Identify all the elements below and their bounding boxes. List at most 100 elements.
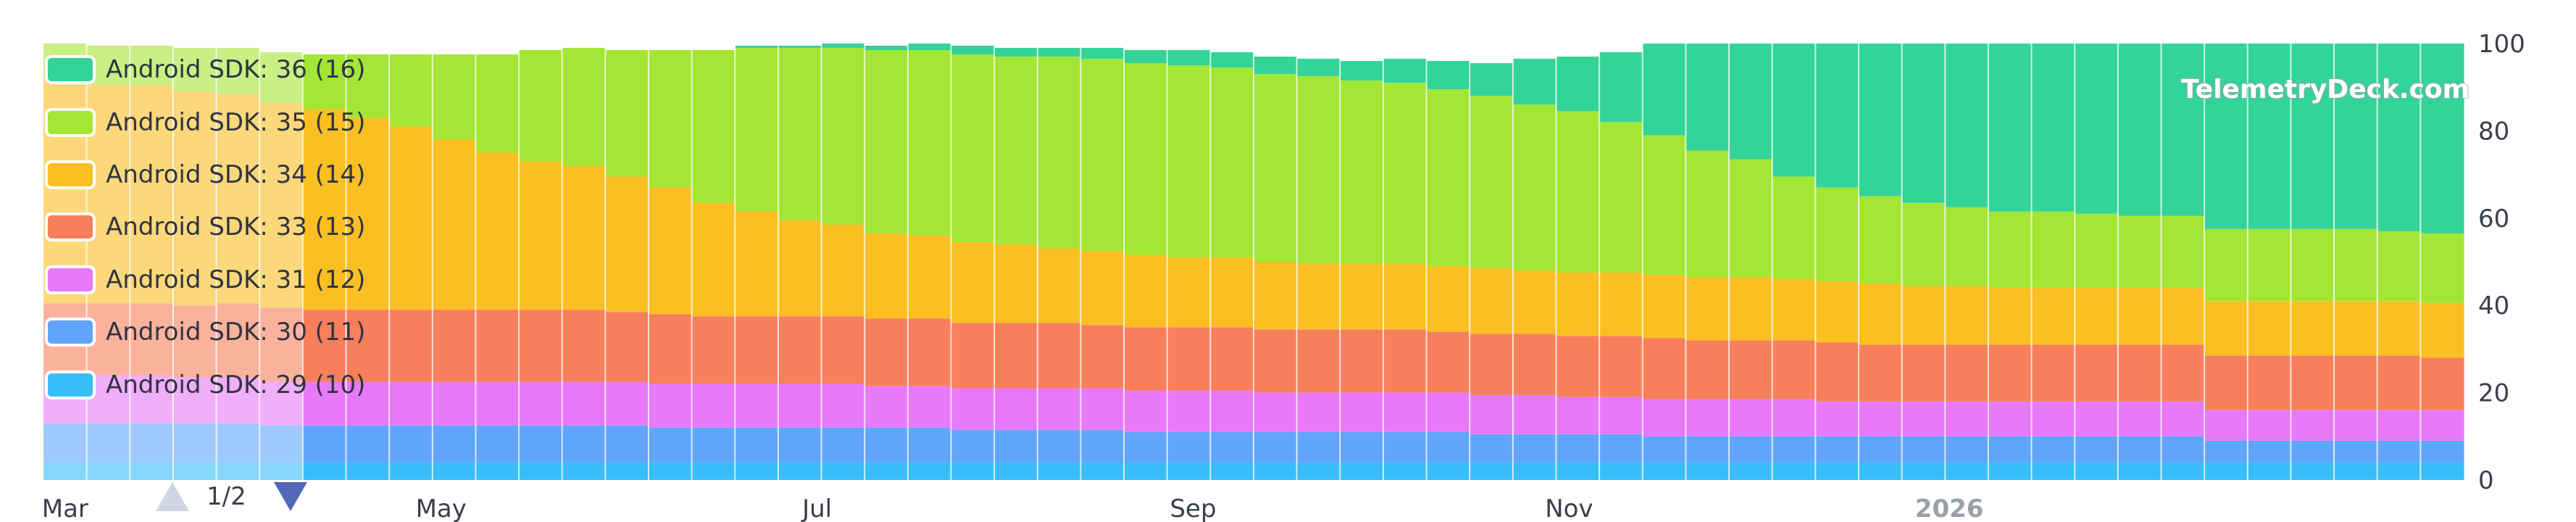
area-segment-series-3-week-44[interactable]	[1945, 344, 1989, 402]
area-segment-series-1-week-9[interactable]	[432, 425, 477, 463]
area-segment-series-6-week-35[interactable]	[1556, 57, 1600, 112]
area-segment-series-5-week-5[interactable]	[259, 52, 304, 103]
area-segment-series-5-week-2[interactable]	[130, 46, 174, 86]
area-segment-series-3-week-13[interactable]	[605, 312, 649, 382]
area-segment-series-4-week-30[interactable]	[1340, 264, 1384, 330]
area-segment-series-3-week-48[interactable]	[2117, 344, 2162, 402]
area-segment-series-2-week-13[interactable]	[605, 381, 649, 426]
area-segment-series-3-week-5[interactable]	[259, 307, 304, 382]
area-segment-series-6-week-31[interactable]	[1383, 59, 1427, 83]
area-segment-series-5-week-18[interactable]	[821, 48, 865, 225]
area-segment-series-0-week-22[interactable]	[994, 462, 1038, 480]
area-segment-series-6-week-19[interactable]	[864, 46, 909, 51]
area-segment-series-4-week-44[interactable]	[1945, 286, 1989, 345]
area-segment-series-5-week-42[interactable]	[1859, 196, 1903, 284]
area-segment-series-3-week-51[interactable]	[2247, 355, 2292, 410]
area-segment-series-4-week-53[interactable]	[2334, 301, 2378, 356]
area-segment-series-4-week-11[interactable]	[519, 161, 563, 310]
area-segment-series-2-week-44[interactable]	[1945, 401, 1989, 436]
area-segment-series-6-week-40[interactable]	[1772, 44, 1816, 177]
area-segment-series-6-week-37[interactable]	[1642, 44, 1687, 136]
area-segment-series-6-week-52[interactable]	[2291, 44, 2335, 229]
area-segment-series-4-week-36[interactable]	[1599, 273, 1643, 336]
area-segment-series-3-week-6[interactable]	[302, 310, 347, 382]
area-segment-series-0-week-8[interactable]	[389, 462, 433, 480]
area-segment-series-1-week-34[interactable]	[1512, 434, 1557, 463]
area-segment-series-5-week-22[interactable]	[994, 57, 1038, 244]
area-segment-series-0-week-16[interactable]	[735, 462, 779, 480]
area-segment-series-3-week-16[interactable]	[735, 316, 779, 384]
area-segment-series-6-week-18[interactable]	[821, 44, 865, 49]
area-segment-series-1-week-25[interactable]	[1124, 431, 1168, 463]
area-segment-series-5-week-54[interactable]	[2377, 231, 2421, 302]
area-segment-series-2-week-35[interactable]	[1556, 397, 1600, 434]
area-segment-series-4-week-23[interactable]	[1037, 248, 1082, 323]
area-segment-series-4-week-35[interactable]	[1556, 273, 1600, 336]
area-segment-series-0-week-24[interactable]	[1080, 462, 1125, 480]
area-segment-series-2-week-39[interactable]	[1729, 399, 1773, 436]
area-segment-series-5-week-47[interactable]	[2075, 213, 2119, 289]
area-segment-series-2-week-21[interactable]	[951, 388, 995, 430]
area-segment-series-3-week-24[interactable]	[1080, 325, 1125, 389]
area-segment-series-0-week-2[interactable]	[130, 462, 174, 480]
area-segment-series-4-week-13[interactable]	[605, 176, 649, 312]
area-segment-series-5-week-51[interactable]	[2247, 228, 2292, 302]
area-segment-series-5-week-24[interactable]	[1080, 59, 1125, 251]
area-segment-series-0-week-19[interactable]	[864, 462, 909, 480]
area-segment-series-0-week-10[interactable]	[475, 462, 520, 480]
area-segment-series-3-week-33[interactable]	[1470, 334, 1514, 395]
pager-next-arrow-icon[interactable]	[273, 482, 307, 511]
area-segment-series-1-week-48[interactable]	[2117, 436, 2162, 463]
area-segment-series-4-week-20[interactable]	[907, 235, 952, 319]
area-segment-series-5-week-36[interactable]	[1599, 122, 1643, 273]
area-segment-series-0-week-37[interactable]	[1642, 462, 1687, 480]
area-segment-series-1-week-50[interactable]	[2204, 440, 2248, 463]
legend-item[interactable]: Android SDK: 29 (10)	[45, 358, 429, 410]
area-segment-series-2-week-43[interactable]	[1901, 401, 1946, 436]
area-segment-series-3-week-55[interactable]	[2420, 357, 2464, 410]
area-segment-series-1-week-45[interactable]	[1988, 436, 2033, 463]
area-segment-series-3-week-15[interactable]	[691, 316, 735, 384]
area-segment-series-3-week-14[interactable]	[649, 314, 693, 384]
area-segment-series-1-week-0[interactable]	[43, 423, 88, 463]
area-segment-series-5-week-19[interactable]	[864, 50, 909, 233]
area-segment-series-3-week-26[interactable]	[1167, 327, 1211, 391]
area-segment-series-0-week-32[interactable]	[1426, 462, 1470, 480]
area-segment-series-6-week-41[interactable]	[1815, 44, 1859, 188]
area-segment-series-2-week-19[interactable]	[864, 386, 909, 428]
area-segment-series-4-week-5[interactable]	[259, 102, 304, 308]
area-segment-series-0-week-54[interactable]	[2377, 462, 2421, 480]
area-segment-series-6-week-20[interactable]	[907, 44, 952, 51]
area-segment-series-4-week-40[interactable]	[1772, 279, 1816, 341]
area-segment-series-2-week-31[interactable]	[1383, 392, 1427, 432]
area-segment-series-5-week-32[interactable]	[1426, 89, 1470, 267]
area-segment-series-0-week-50[interactable]	[2204, 462, 2248, 480]
area-segment-series-3-week-32[interactable]	[1426, 331, 1470, 393]
area-segment-series-4-week-10[interactable]	[475, 152, 520, 310]
area-segment-series-4-week-37[interactable]	[1642, 275, 1687, 339]
area-segment-series-1-week-41[interactable]	[1815, 436, 1859, 463]
area-segment-series-1-week-6[interactable]	[302, 425, 347, 463]
area-segment-series-4-week-2[interactable]	[130, 85, 174, 304]
area-segment-series-1-week-20[interactable]	[907, 427, 952, 463]
area-segment-series-0-week-18[interactable]	[821, 462, 865, 480]
area-segment-series-5-week-40[interactable]	[1772, 176, 1816, 280]
area-segment-series-6-week-28[interactable]	[1254, 57, 1298, 75]
area-segment-series-4-week-29[interactable]	[1296, 264, 1341, 330]
area-segment-series-2-week-2[interactable]	[130, 375, 174, 423]
area-segment-series-4-week-8[interactable]	[389, 126, 433, 310]
area-segment-series-1-week-13[interactable]	[605, 425, 649, 463]
area-segment-series-5-week-53[interactable]	[2334, 228, 2378, 302]
area-segment-series-3-week-41[interactable]	[1815, 342, 1859, 402]
area-segment-series-1-week-32[interactable]	[1426, 431, 1470, 463]
pager-prev-arrow-icon[interactable]	[156, 482, 189, 511]
area-segment-series-5-week-46[interactable]	[2031, 211, 2075, 289]
area-segment-series-3-week-31[interactable]	[1383, 329, 1427, 393]
area-segment-series-2-week-45[interactable]	[1988, 401, 2033, 436]
area-segment-series-3-week-11[interactable]	[519, 310, 563, 382]
area-segment-series-5-week-3[interactable]	[172, 48, 217, 92]
area-segment-series-0-week-7[interactable]	[346, 462, 390, 480]
area-segment-series-1-week-1[interactable]	[86, 423, 130, 463]
area-segment-series-4-week-17[interactable]	[778, 220, 822, 317]
area-segment-series-0-week-25[interactable]	[1124, 462, 1168, 480]
